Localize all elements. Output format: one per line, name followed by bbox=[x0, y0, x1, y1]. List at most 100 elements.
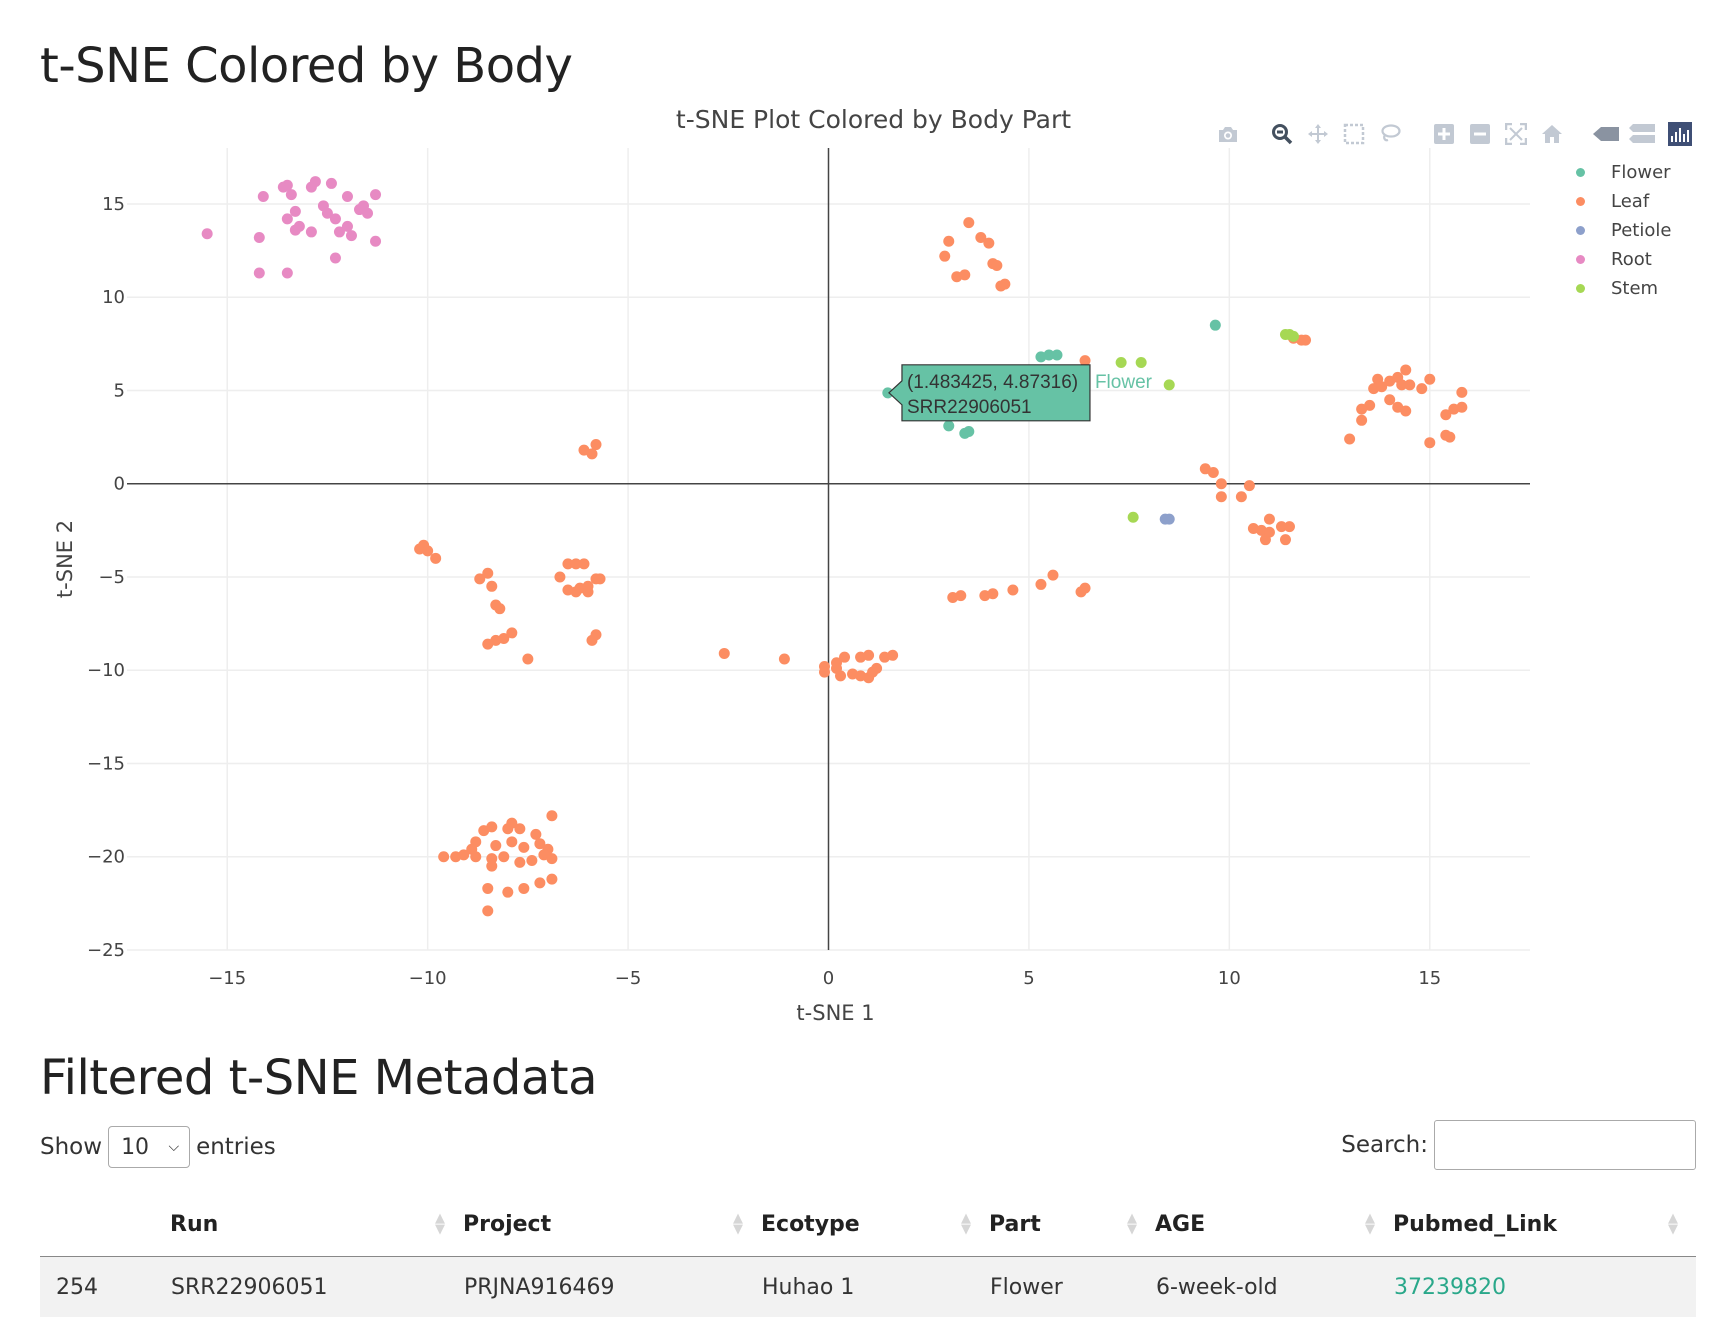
data-point[interactable] bbox=[1356, 404, 1367, 415]
autoscale-icon[interactable] bbox=[1498, 119, 1534, 149]
data-point[interactable] bbox=[595, 573, 606, 584]
data-point[interactable] bbox=[955, 590, 966, 601]
data-point[interactable] bbox=[1216, 491, 1227, 502]
data-point[interactable] bbox=[1288, 331, 1299, 342]
data-point[interactable] bbox=[498, 851, 509, 862]
data-point[interactable] bbox=[482, 568, 493, 579]
data-point[interactable] bbox=[514, 823, 525, 834]
data-point[interactable] bbox=[939, 251, 950, 262]
data-point[interactable] bbox=[290, 225, 301, 236]
search-input[interactable] bbox=[1434, 1120, 1696, 1170]
data-point[interactable] bbox=[719, 648, 730, 659]
column-header-project[interactable]: Project▲▼ bbox=[463, 1192, 761, 1257]
data-point[interactable] bbox=[450, 851, 461, 862]
pubmed-link[interactable]: 37239820 bbox=[1394, 1275, 1506, 1300]
zoom-in-icon[interactable] bbox=[1426, 119, 1462, 149]
zoom-out-icon[interactable] bbox=[1462, 119, 1498, 149]
data-point[interactable] bbox=[486, 861, 497, 872]
column-header-ecotype[interactable]: Ecotype▲▼ bbox=[761, 1192, 989, 1257]
data-point[interactable] bbox=[422, 545, 433, 556]
data-point[interactable] bbox=[202, 228, 213, 239]
data-point[interactable] bbox=[370, 236, 381, 247]
data-point[interactable] bbox=[839, 652, 850, 663]
data-point[interactable] bbox=[286, 189, 297, 200]
lasso-icon[interactable] bbox=[1372, 119, 1408, 149]
data-point[interactable] bbox=[306, 226, 317, 237]
data-point[interactable] bbox=[1424, 437, 1435, 448]
box-select-icon[interactable] bbox=[1336, 119, 1372, 149]
data-point[interactable] bbox=[871, 663, 882, 674]
data-point[interactable] bbox=[943, 236, 954, 247]
data-point[interactable] bbox=[582, 586, 593, 597]
data-point[interactable] bbox=[506, 627, 517, 638]
data-point[interactable] bbox=[430, 553, 441, 564]
data-point[interactable] bbox=[570, 586, 581, 597]
data-point[interactable] bbox=[991, 260, 1002, 271]
data-point[interactable] bbox=[486, 581, 497, 592]
data-point[interactable] bbox=[1456, 387, 1467, 398]
data-point[interactable] bbox=[330, 253, 341, 264]
data-point[interactable] bbox=[470, 851, 481, 862]
data-point[interactable] bbox=[438, 851, 449, 862]
data-point[interactable] bbox=[1051, 350, 1062, 361]
data-point[interactable] bbox=[586, 635, 597, 646]
data-point[interactable] bbox=[1210, 320, 1221, 331]
data-point[interactable] bbox=[1384, 394, 1395, 405]
data-point[interactable] bbox=[502, 887, 513, 898]
data-point[interactable] bbox=[835, 670, 846, 681]
data-point[interactable] bbox=[534, 877, 545, 888]
data-point[interactable] bbox=[1400, 364, 1411, 375]
data-point[interactable] bbox=[1035, 579, 1046, 590]
data-point[interactable] bbox=[486, 821, 497, 832]
compare-hover-icon[interactable] bbox=[1624, 119, 1660, 149]
data-point[interactable] bbox=[863, 650, 874, 661]
data-point[interactable] bbox=[290, 206, 301, 217]
data-point[interactable] bbox=[490, 840, 501, 851]
data-point[interactable] bbox=[1164, 379, 1175, 390]
legend-item-petiole[interactable]: Petiole bbox=[1570, 216, 1671, 245]
data-point[interactable] bbox=[1264, 514, 1275, 525]
spike-lines-icon[interactable] bbox=[1588, 119, 1624, 149]
data-point[interactable] bbox=[1244, 480, 1255, 491]
plotly-logo-icon[interactable] bbox=[1668, 122, 1692, 146]
data-point[interactable] bbox=[578, 558, 589, 569]
zoom-icon[interactable] bbox=[1264, 119, 1300, 149]
data-point[interactable] bbox=[1260, 534, 1271, 545]
column-header-part[interactable]: Part▲▼ bbox=[989, 1192, 1155, 1257]
data-point[interactable] bbox=[1164, 514, 1175, 525]
data-point[interactable] bbox=[1080, 583, 1091, 594]
data-point[interactable] bbox=[983, 238, 994, 249]
data-point[interactable] bbox=[370, 189, 381, 200]
data-point[interactable] bbox=[1344, 433, 1355, 444]
data-point[interactable] bbox=[518, 883, 529, 894]
data-point[interactable] bbox=[999, 279, 1010, 290]
data-point[interactable] bbox=[1400, 405, 1411, 416]
data-point[interactable] bbox=[1216, 478, 1227, 489]
data-point[interactable] bbox=[779, 654, 790, 665]
column-header-age[interactable]: AGE▲▼ bbox=[1155, 1192, 1393, 1257]
data-point[interactable] bbox=[282, 267, 293, 278]
data-point[interactable] bbox=[987, 588, 998, 599]
column-header-run[interactable]: Run▲▼ bbox=[170, 1192, 463, 1257]
data-point[interactable] bbox=[1136, 357, 1147, 368]
data-point[interactable] bbox=[887, 650, 898, 661]
data-point[interactable] bbox=[342, 191, 353, 202]
data-point[interactable] bbox=[330, 213, 341, 224]
data-point[interactable] bbox=[1116, 357, 1127, 368]
data-point[interactable] bbox=[1300, 335, 1311, 346]
data-point[interactable] bbox=[1208, 467, 1219, 478]
data-point[interactable] bbox=[1047, 570, 1058, 581]
data-point[interactable] bbox=[482, 905, 493, 916]
data-point[interactable] bbox=[1128, 512, 1139, 523]
data-point[interactable] bbox=[546, 853, 557, 864]
data-point[interactable] bbox=[1376, 381, 1387, 392]
data-point[interactable] bbox=[310, 176, 321, 187]
data-point[interactable] bbox=[1236, 491, 1247, 502]
data-point[interactable] bbox=[1416, 383, 1427, 394]
data-point[interactable] bbox=[546, 810, 557, 821]
legend-item-stem[interactable]: Stem bbox=[1570, 274, 1671, 303]
legend-item-leaf[interactable]: Leaf bbox=[1570, 187, 1671, 216]
data-point[interactable] bbox=[506, 836, 517, 847]
data-point[interactable] bbox=[554, 571, 565, 582]
